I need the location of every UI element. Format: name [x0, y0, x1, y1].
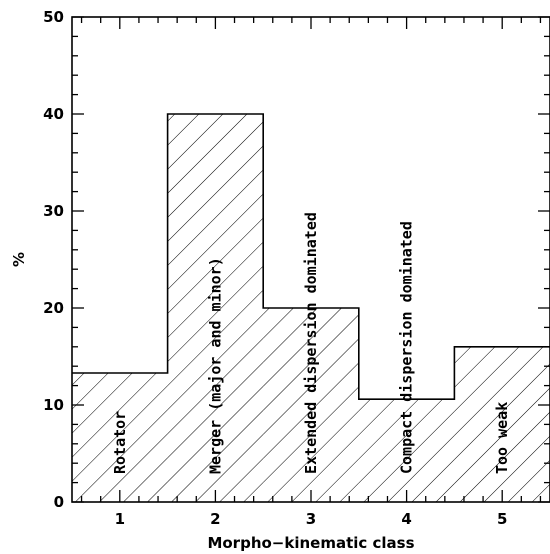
- y-tick-label: 50: [43, 8, 64, 26]
- bars-layer: [72, 113, 550, 502]
- bar-4: [358, 399, 455, 502]
- x-tick-label: 5: [497, 510, 507, 528]
- bar-1: [72, 372, 168, 502]
- y-tick-label: 10: [43, 396, 64, 414]
- y-axis-label: %: [10, 252, 28, 267]
- bar-label-3: Extended dispersion dominated: [302, 212, 320, 474]
- x-tick-label: 2: [210, 510, 220, 528]
- y-tick-label: 0: [54, 493, 64, 511]
- x-tick-label: 1: [115, 510, 125, 528]
- bar-label-1: Rotator: [111, 411, 129, 474]
- axes-layer: 0 10 20 30 40 50 1 2 3 4 5: [43, 8, 550, 528]
- bar-label-2: Merger (major and minor): [206, 257, 224, 474]
- y-tick-label: 30: [43, 202, 64, 220]
- bar-3: [263, 308, 359, 502]
- bar-5: [454, 346, 550, 502]
- x-tick-label: 3: [306, 510, 316, 528]
- y-tick-label: 20: [43, 299, 64, 317]
- histogram-outline: [72, 113, 550, 400]
- bar-2: [167, 114, 264, 502]
- bar-label-4: Compact dispersion dominated: [398, 221, 416, 474]
- y-tick-label: 40: [43, 105, 64, 123]
- bar-label-5: Too weak: [493, 402, 511, 474]
- labels-layer: Rotator Merger (major and minor) Extended …: [111, 212, 511, 474]
- x-axis-label: Morpho−kinematic class: [207, 534, 414, 552]
- x-tick-label: 4: [401, 510, 411, 528]
